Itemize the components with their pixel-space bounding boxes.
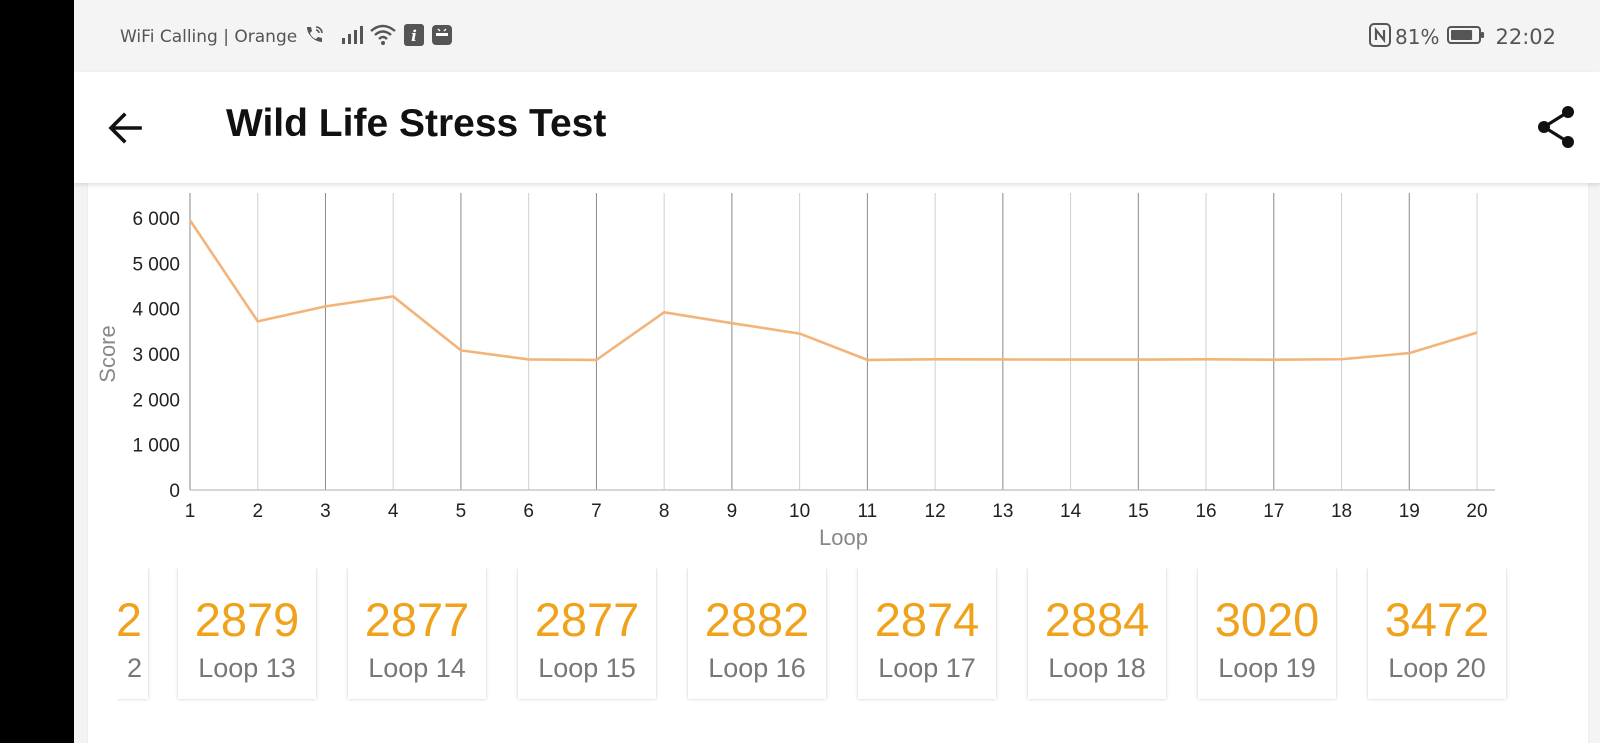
phone-screen: WiFi Calling | Orange xyxy=(74,0,1600,743)
x-tick-label: 3 xyxy=(320,501,331,522)
x-tick-label: 16 xyxy=(1195,501,1216,522)
wifi-calling-icon xyxy=(303,24,325,51)
loop-score: 2884 xyxy=(1044,593,1150,646)
wifi-icon xyxy=(369,24,397,51)
y-tick-label: 1 000 xyxy=(132,436,180,457)
x-tick-label: 13 xyxy=(992,501,1013,522)
loop-label: Loop 18 xyxy=(1048,653,1146,683)
x-tick-label: 11 xyxy=(858,501,878,522)
loop-tile[interactable]: 3020 Loop 19 xyxy=(1198,568,1336,699)
x-tick-label: 7 xyxy=(591,501,602,522)
clock: 22:02 xyxy=(1495,25,1556,49)
loop-tile[interactable]: 2879 Loop 13 xyxy=(178,568,316,699)
status-right: 81% 22:02 xyxy=(1369,22,1556,52)
x-tick-label: 8 xyxy=(659,501,670,522)
x-tick-label: 6 xyxy=(523,501,534,522)
x-tick-label: 20 xyxy=(1466,501,1487,522)
loop-score: 2874 xyxy=(874,593,980,646)
loop-score: 2 xyxy=(118,593,142,646)
loop-score: 3472 xyxy=(1384,593,1490,646)
x-tick-label: 9 xyxy=(727,501,738,522)
x-tick-label: 18 xyxy=(1331,501,1352,522)
y-tick-label: 2 000 xyxy=(132,390,180,411)
y-tick-label: 6 000 xyxy=(132,209,180,230)
nfc-icon xyxy=(1369,22,1392,52)
loop-tile[interactable]: 2877 Loop 15 xyxy=(518,568,656,699)
loop-tile[interactable]: 2882 Loop 16 xyxy=(688,568,826,699)
loop-score-carousel[interactable]: 2 2 2879 Loop 13 2877 Loop 14 2877 Loop 15 288… xyxy=(118,568,1516,718)
loop-tile[interactable]: 2884 Loop 18 xyxy=(1028,568,1166,699)
x-tick-label: 14 xyxy=(1060,501,1082,522)
loop-score: 3020 xyxy=(1214,593,1320,646)
loop-tile-partial[interactable]: 2 2 xyxy=(118,568,148,699)
loop-label: Loop 19 xyxy=(1218,653,1316,683)
carrier-label: WiFi Calling | Orange xyxy=(120,27,298,47)
loop-label: Loop 20 xyxy=(1388,653,1486,683)
score-series-line xyxy=(188,219,1478,362)
info-icon: i xyxy=(403,23,425,52)
x-tick-label: 17 xyxy=(1263,501,1284,522)
loop-score: 2879 xyxy=(194,593,300,646)
loop-tile[interactable]: 3472 Loop 20 xyxy=(1368,568,1506,699)
arrow-left-icon xyxy=(108,112,142,144)
y-tick-label: 4 000 xyxy=(132,300,180,321)
x-tick-label: 1 xyxy=(185,501,196,522)
status-left: WiFi Calling | Orange xyxy=(120,23,453,52)
battery-percent: 81% xyxy=(1395,25,1440,49)
loop-tile[interactable]: 2874 Loop 17 xyxy=(858,568,996,699)
loop-label: Loop 14 xyxy=(368,653,466,683)
share-button[interactable] xyxy=(1534,104,1580,150)
loop-label: Loop 17 xyxy=(878,653,976,683)
y-tick-label: 0 xyxy=(169,481,180,502)
x-tick-label: 5 xyxy=(456,501,467,522)
x-tick-label: 4 xyxy=(388,501,399,522)
y-tick-label: 3 000 xyxy=(132,345,180,366)
svg-text:i: i xyxy=(411,27,417,45)
page-title: Wild Life Stress Test xyxy=(226,102,607,145)
x-tick-label: 19 xyxy=(1399,501,1420,522)
y-tick-label: 5 000 xyxy=(132,254,180,275)
loop-label: Loop 15 xyxy=(538,653,636,683)
loop-score: 2882 xyxy=(704,593,810,646)
loop-score: 2877 xyxy=(364,593,470,646)
status-bar: WiFi Calling | Orange xyxy=(74,0,1600,72)
loop-score: 2877 xyxy=(534,593,640,646)
app-bar: Wild Life Stress Test xyxy=(74,72,1600,183)
battery-icon xyxy=(1447,25,1485,50)
share-icon xyxy=(1538,106,1574,148)
back-button[interactable] xyxy=(106,106,150,150)
loop-label: 2 xyxy=(126,653,142,683)
x-tick-label: 2 xyxy=(252,501,263,522)
huawei-app-icon xyxy=(431,23,453,52)
loop-tile[interactable]: 2877 Loop 14 xyxy=(348,568,486,699)
loop-label: Loop 13 xyxy=(198,653,296,683)
y-axis-title: Score xyxy=(95,325,120,382)
x-tick-label: 15 xyxy=(1128,501,1149,522)
signal-icon xyxy=(341,25,365,50)
x-tick-label: 12 xyxy=(925,501,946,522)
loop-label: Loop 16 xyxy=(708,653,806,683)
x-tick-label: 10 xyxy=(789,501,810,522)
x-axis-title: Loop xyxy=(819,525,868,550)
